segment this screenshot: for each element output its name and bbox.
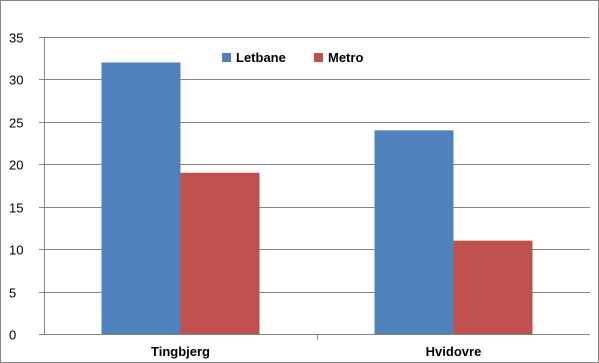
x-category-label: Hvidovre	[426, 344, 482, 359]
bar-letbane-tingbjerg	[102, 62, 181, 334]
legend-swatch-metro	[314, 53, 323, 62]
y-tick-label: 10	[9, 243, 23, 258]
legend-swatch-letbane	[222, 53, 231, 62]
y-tick-label: 35	[9, 31, 23, 46]
bar-metro-tingbjerg	[181, 173, 260, 334]
legend-label-letbane: Letbane	[236, 50, 286, 65]
bar-letbane-hvidovre	[375, 130, 454, 334]
y-tick-label: 30	[9, 73, 23, 88]
y-tick-label: 0	[9, 328, 16, 343]
y-tick-label: 15	[9, 201, 23, 216]
y-tick-label: 20	[9, 158, 23, 173]
y-tick-label: 25	[9, 116, 23, 131]
y-tick-label: 5	[9, 286, 16, 301]
bar-metro-hvidovre	[454, 241, 533, 334]
x-category-label: Tingbjerg	[151, 344, 210, 359]
legend-label-metro: Metro	[328, 50, 363, 65]
